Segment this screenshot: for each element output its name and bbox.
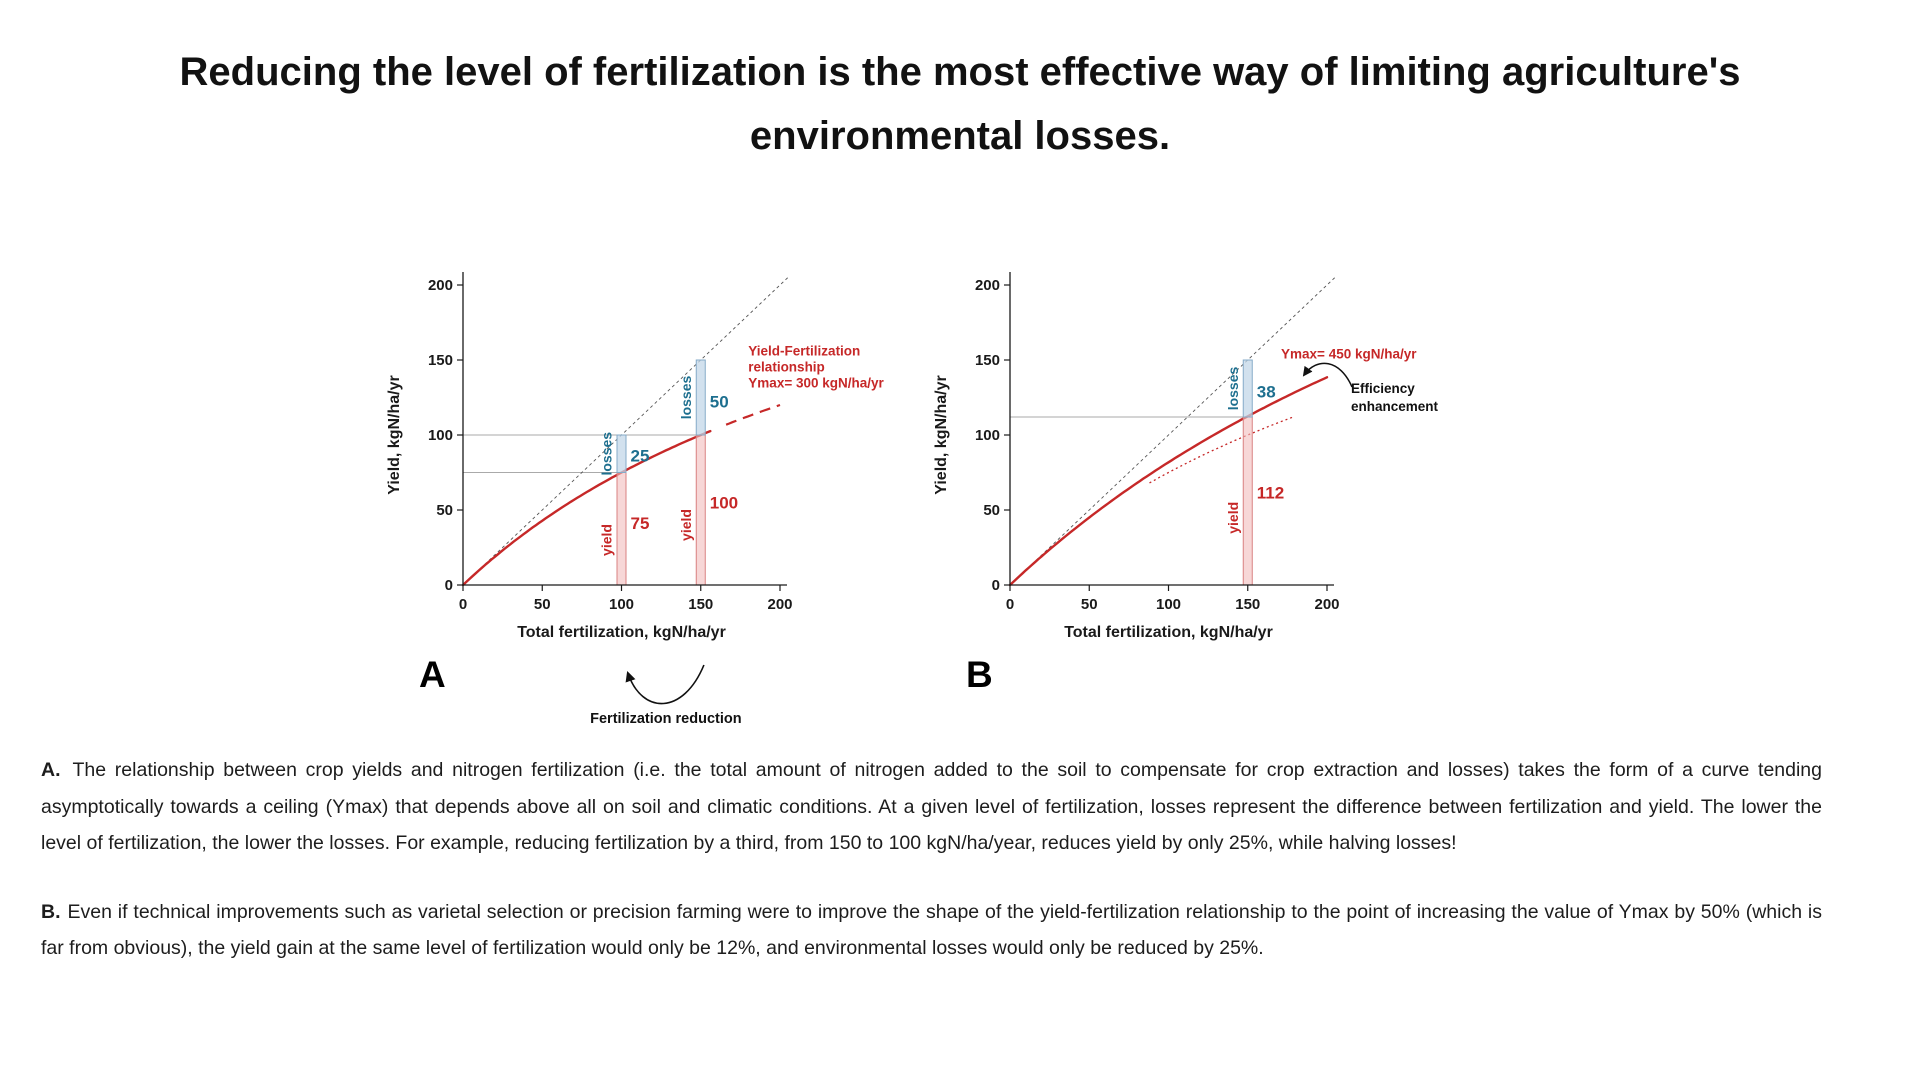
panel-letter: A [419, 654, 446, 695]
y-tick-label: 100 [428, 427, 453, 444]
y-tick-label: 150 [428, 352, 453, 369]
efficiency-annotation-line: Efficiency [1351, 381, 1415, 396]
x-tick-label: 50 [1081, 596, 1098, 613]
caption-b-text: Even if technical improvements such as v… [41, 900, 1822, 960]
curve-annotation-line: Ymax= 300 kgN/ha/yr [748, 376, 884, 391]
caption-a-label: A. [41, 759, 61, 781]
losses-value: 25 [631, 447, 650, 466]
caption-a: A. The relationship between crop yields a… [41, 752, 1822, 862]
identity-line [462, 275, 790, 586]
losses-bar [1242, 359, 1253, 418]
losses-bar-label: losses [678, 375, 694, 419]
yield-curve [461, 429, 712, 587]
x-tick-label: 0 [459, 596, 467, 613]
y-tick-label: 150 [975, 352, 1000, 369]
caption-b: B. Even if technical improvements such as… [41, 894, 1822, 967]
x-tick-label: 100 [1156, 596, 1181, 613]
chart-panel-b: yield losses 112 38 0 50 100 150 200 0 50 100 150 200… [933, 272, 1439, 695]
caption-a-text: The relationship between crop yields and… [41, 759, 1822, 854]
reference-curve [1149, 416, 1293, 484]
panel-letter: B [966, 654, 993, 695]
yield-bar-label: yield [678, 509, 694, 541]
y-axis-title: Yield, kgN/ha/yr [386, 375, 403, 494]
page-title: Reducing the level of fertilization is t… [0, 40, 1920, 168]
x-axis-title: Total fertilization, kgN/ha/yr [1064, 624, 1273, 641]
y-tick-label: 0 [445, 577, 453, 594]
losses-bar [695, 359, 706, 436]
caption-b-label: B. [41, 900, 61, 923]
losses-bar-label: losses [599, 432, 615, 476]
identity-line [1009, 275, 1337, 586]
yield-bar [1242, 416, 1253, 586]
x-tick-label: 0 [1006, 596, 1014, 613]
losses-value: 50 [710, 392, 729, 411]
efficiency-annotation-line: enhancement [1351, 399, 1439, 414]
curve-annotation-line: Ymax= 450 kgN/ha/yr [1281, 347, 1417, 362]
x-tick-label: 50 [534, 596, 551, 613]
yield-value: 75 [631, 514, 650, 533]
title-line-2: environmental losses. [749, 114, 1171, 158]
losses-value: 38 [1257, 382, 1276, 401]
curve-annotation-line: Yield-Fertilization [748, 344, 860, 359]
y-tick-label: 100 [975, 427, 1000, 444]
x-tick-label: 150 [1235, 596, 1260, 613]
yield-bar-label: yield [1225, 502, 1241, 534]
losses-bar-label: losses [1225, 366, 1241, 410]
x-tick-label: 150 [688, 596, 713, 613]
x-tick-label: 200 [1314, 596, 1339, 613]
yield-bar [616, 472, 627, 586]
y-tick-label: 200 [428, 277, 453, 294]
figure-captions: A. The relationship between crop yields a… [41, 752, 1822, 967]
y-tick-label: 0 [992, 577, 1000, 594]
fertilization-reduction-arrow [625, 664, 705, 705]
yield-curve-extension [725, 403, 781, 426]
y-tick-label: 50 [983, 502, 1000, 519]
curve-annotation-line: relationship [748, 360, 825, 375]
x-tick-label: 200 [767, 596, 792, 613]
title-line-1: Reducing the level of fertilization is t… [179, 50, 1741, 94]
yield-curve [1008, 376, 1329, 587]
yield-bar-label: yield [599, 524, 615, 556]
yield-bar [695, 434, 706, 586]
efficiency-arrow [1302, 362, 1353, 388]
yield-value: 112 [1257, 484, 1284, 503]
yield-value: 100 [710, 494, 738, 513]
y-tick-label: 50 [436, 502, 453, 519]
x-axis-title: Total fertilization, kgN/ha/yr [517, 624, 726, 641]
y-tick-label: 200 [975, 277, 1000, 294]
fertilization-reduction-label: Fertilization reduction [590, 711, 741, 727]
losses-bar [616, 434, 627, 473]
x-tick-label: 100 [609, 596, 634, 613]
chart-panel-a: yield losses 75 25 yield losses 100 50 0 50 100 150… [386, 272, 885, 727]
y-axis-title: Yield, kgN/ha/yr [933, 375, 950, 494]
